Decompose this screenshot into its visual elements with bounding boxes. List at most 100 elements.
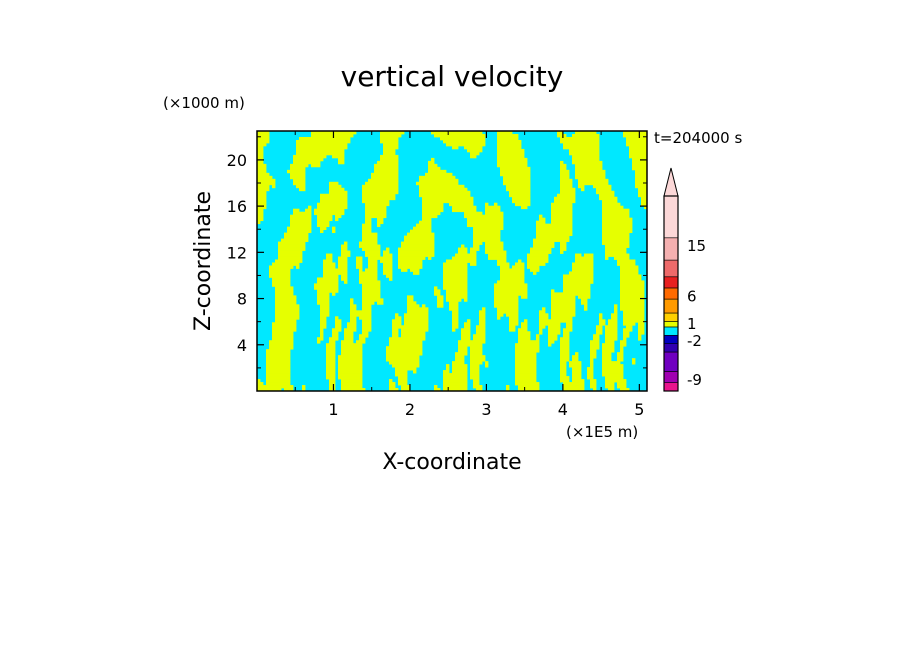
positive-cell [521, 322, 528, 326]
positive-cell [305, 208, 312, 213]
positive-cell [515, 262, 525, 266]
positive-cell [560, 166, 567, 171]
positive-cell [362, 298, 384, 302]
positive-cell [362, 190, 399, 195]
y-tick-label: 20 [227, 151, 247, 170]
positive-cell [314, 286, 339, 290]
positive-cell [488, 256, 507, 260]
positive-cell [374, 169, 399, 174]
positive-cell [359, 274, 378, 278]
positive-cell [602, 364, 624, 368]
positive-cell [335, 214, 342, 219]
positive-cell [569, 151, 600, 156]
colorbar-label: -9 [687, 371, 702, 389]
positive-cell [386, 274, 393, 278]
positive-cell [362, 301, 375, 305]
y-axis-title: Z-coordinate [191, 191, 216, 331]
positive-cell [377, 160, 399, 165]
positive-cell [302, 388, 306, 391]
positive-cell [338, 373, 363, 377]
positive-cell [587, 376, 594, 380]
positive-cell [344, 241, 348, 245]
positive-cell [257, 142, 267, 147]
positive-cell [323, 268, 348, 272]
positive-cell [560, 349, 570, 353]
positive-cell [362, 307, 372, 311]
colorbar-label: 15 [687, 237, 706, 255]
positive-cell [383, 142, 399, 147]
positive-cell [563, 328, 573, 332]
positive-cell [386, 358, 420, 362]
positive-cell [362, 199, 390, 204]
positive-cell [425, 172, 453, 177]
positive-cell [536, 235, 570, 239]
positive-cell [509, 328, 516, 332]
positive-cell [470, 247, 480, 251]
positive-cell [452, 310, 459, 314]
positive-cell [500, 169, 531, 174]
positive-cell [338, 265, 348, 269]
positive-cell [257, 190, 267, 195]
positive-cell [602, 235, 630, 239]
positive-cell [296, 265, 300, 269]
positive-cell [485, 241, 504, 245]
positive-cell [329, 388, 336, 391]
positive-cell [302, 385, 306, 389]
positive-cell [638, 193, 647, 198]
positive-cell [590, 355, 597, 359]
positive-cell [452, 370, 468, 374]
positive-cell [404, 238, 435, 242]
positive-cell [377, 220, 384, 225]
y-tick-label: 16 [227, 197, 247, 216]
positive-cell [560, 172, 570, 177]
positive-cell [590, 361, 594, 365]
positive-cell [623, 133, 647, 138]
positive-cell [320, 313, 330, 317]
positive-cell [278, 250, 303, 254]
positive-cell [575, 253, 582, 257]
positive-cell [410, 229, 432, 234]
positive-cell [428, 160, 435, 165]
x-scale-label: (×1E5 m) [566, 423, 638, 441]
positive-cell [542, 307, 546, 311]
positive-cell [551, 292, 591, 296]
positive-cell [497, 131, 513, 135]
positive-cell [560, 139, 600, 144]
positive-cell [383, 151, 396, 156]
positive-cell [590, 340, 600, 344]
positive-cell [635, 184, 647, 189]
positive-cell [581, 187, 585, 192]
positive-cell [536, 232, 573, 236]
positive-cell [422, 208, 444, 213]
positive-cell [257, 220, 261, 225]
positive-cell [443, 388, 468, 391]
positive-cell [635, 178, 647, 183]
positive-cell [449, 304, 459, 308]
positive-cell [401, 334, 426, 338]
positive-cell [602, 232, 630, 236]
positive-cell [257, 148, 264, 153]
positive-cell [494, 289, 528, 293]
positive-cell [494, 286, 528, 290]
positive-cell [485, 361, 489, 365]
positive-cell [362, 226, 372, 231]
positive-cell [338, 160, 345, 165]
positive-cell [539, 313, 549, 317]
positive-cell [320, 319, 327, 323]
colorbar-band [663, 195, 679, 239]
positive-cell [620, 280, 645, 284]
positive-cell [506, 187, 531, 192]
positive-cell [587, 367, 594, 371]
positive-cell [560, 346, 570, 350]
positive-cell [539, 325, 546, 329]
positive-cell [602, 202, 621, 207]
positive-cell [320, 328, 324, 332]
positive-cell [641, 199, 647, 204]
positive-cell [479, 316, 486, 320]
positive-cell [464, 211, 483, 216]
positive-cell [269, 340, 294, 344]
positive-cell [452, 145, 459, 150]
positive-cell [362, 229, 372, 234]
positive-cell [290, 220, 312, 225]
